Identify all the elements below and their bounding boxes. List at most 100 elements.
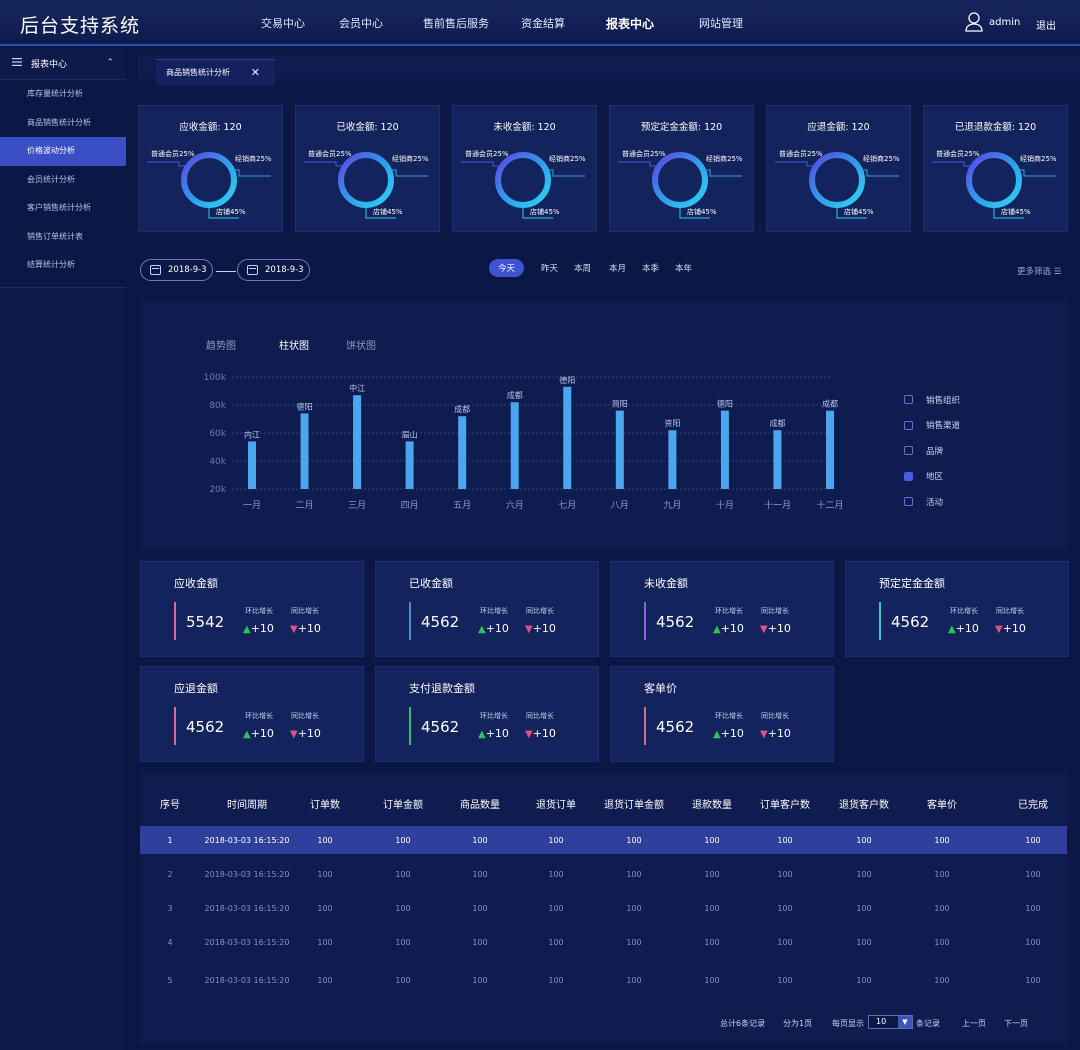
more-filters-button[interactable]: 更多筛选 ☰	[1017, 265, 1061, 277]
period-filter[interactable]: 昨天	[541, 264, 559, 274]
kpi-label-member: 普通会员25%	[936, 150, 980, 158]
tab-sales-analysis[interactable]: 商品销售统计分析 ✕	[156, 59, 275, 85]
table-cell: 100	[704, 870, 720, 879]
table-row[interactable]: 3 2018-03-03 16:15:20 100 100 100 100 100 100 10…	[140, 894, 1067, 922]
leader-line	[702, 169, 742, 177]
table-header-cell: 序号	[160, 800, 180, 811]
leader-line	[836, 206, 867, 219]
leader-line	[859, 169, 899, 177]
table-cell: 100	[626, 870, 642, 879]
chart-tab[interactable]: 柱状图	[279, 341, 309, 352]
yoy-label: 同比增长	[761, 607, 789, 615]
legend-item[interactable]: 品牌	[904, 438, 960, 464]
nav-item[interactable]: 售前售后服务	[423, 17, 489, 30]
stat-card: 支付退款金额 4562 环比增长 同比增长 ▲+10 ▼+10	[375, 666, 599, 762]
checkbox-icon[interactable]	[904, 420, 913, 430]
legend-item[interactable]: 销售渠道	[904, 413, 960, 439]
sidebar-item[interactable]: 库存量统计分析	[27, 89, 83, 98]
bar	[353, 395, 362, 489]
page-count: 分为1页	[783, 1019, 813, 1028]
y-tick-label: 80k	[209, 401, 226, 411]
sidebar-item[interactable]: 客户销售统计分析	[27, 203, 91, 212]
bar	[405, 441, 414, 489]
donut-chart	[618, 152, 742, 219]
sidebar-item[interactable]: 销售订单统计表	[27, 231, 83, 241]
bar-label: 成都	[507, 390, 523, 400]
leader-line	[993, 206, 1024, 219]
table-cell: 100	[704, 938, 720, 947]
x-tick-label: 六月	[506, 499, 524, 511]
mom-change: ▲+10	[948, 622, 979, 635]
stat-accent-bar	[644, 707, 646, 745]
table-row[interactable]: 2 2018-03-03 16:15:20 100 100 100 100 100 100 10…	[140, 860, 1067, 888]
per-page-value: 10	[876, 1017, 887, 1026]
kpi-label-dealer: 经销商25%	[706, 155, 743, 163]
bar	[563, 386, 572, 489]
close-icon[interactable]: ✕	[250, 66, 260, 79]
logout-link[interactable]: 退出	[1036, 21, 1056, 32]
legend-item[interactable]: 销售组织	[904, 387, 960, 413]
table-header-cell: 退货客户数	[839, 800, 889, 811]
nav-item[interactable]: 报表中心	[605, 17, 654, 31]
yoy-change-value: +10	[1002, 622, 1026, 635]
kpi-label-member: 普通会员25%	[622, 150, 666, 158]
user-menu[interactable]: admin	[965, 12, 1020, 32]
legend-item[interactable]: 活动	[904, 489, 960, 515]
period-filter[interactable]: 本月	[609, 264, 627, 274]
per-page-select[interactable]: 10 ▼	[868, 1015, 913, 1029]
stat-title: 已收金额	[409, 577, 453, 590]
mom-label: 环比增长	[245, 607, 273, 615]
donut-ring	[338, 152, 394, 208]
period-filter[interactable]: 本年	[675, 264, 693, 274]
mom-change-value: +10	[720, 727, 744, 740]
sidebar-item[interactable]: 会员统计分析	[27, 174, 75, 184]
period-filter[interactable]: 今天	[489, 259, 525, 277]
sidebar-item[interactable]: 商品销售统计分析	[27, 117, 91, 127]
leader-line	[304, 161, 344, 167]
table-row[interactable]: 5 2018-03-03 16:15:20 100 100 100 100 100 100 10…	[140, 966, 1067, 994]
kpi-title: 应退金额: 120	[807, 122, 870, 133]
checkbox-icon[interactable]	[904, 471, 913, 481]
kpi-label-dealer: 经销商25%	[549, 155, 586, 163]
bar	[720, 410, 729, 489]
next-page-button[interactable]: 下一页	[1004, 1019, 1028, 1028]
more-filters-label: 更多筛选	[1017, 267, 1052, 277]
table-cell: 100	[395, 976, 411, 985]
nav-item[interactable]: 网站管理	[699, 17, 743, 30]
mom-change: ▲+10	[713, 727, 744, 740]
table-row[interactable]: 1 2018-03-03 16:15:20 100 100 100 100 100 100 10…	[140, 826, 1067, 854]
table-cell: 100	[317, 976, 333, 985]
leader-line	[461, 161, 501, 167]
table-cell: 1	[167, 836, 173, 845]
legend-item[interactable]: 地区	[904, 464, 960, 490]
donut-chart	[775, 152, 899, 219]
date-end-picker[interactable]: 2018-9-3	[237, 259, 310, 281]
nav-item[interactable]: 交易中心	[261, 17, 305, 30]
prev-page-button[interactable]: 上一页	[962, 1019, 986, 1028]
user-icon	[965, 12, 983, 32]
sidebar-item[interactable]: 结算统计分析	[27, 260, 75, 269]
date-start-picker[interactable]: 2018-9-3	[140, 259, 213, 281]
chart-tab[interactable]: 饼状图	[346, 341, 376, 352]
sidebar-heading[interactable]: 报表中心 ⌃	[0, 48, 126, 80]
x-tick-label: 十一月	[764, 499, 791, 511]
checkbox-icon[interactable]	[904, 497, 913, 507]
sidebar-item[interactable]: 价格波动分析	[0, 137, 126, 166]
yoy-change-value: +10	[767, 727, 791, 740]
chart-tab[interactable]: 趋势图	[206, 341, 236, 352]
nav-item[interactable]: 资金结算	[521, 17, 565, 30]
period-filter[interactable]: 本季	[642, 264, 660, 274]
table-cell: 100	[472, 836, 488, 845]
tab-bar: 商品销售统计分析 ✕	[138, 55, 1080, 85]
arrow-up-icon: ▲	[948, 624, 956, 635]
date-range-separator	[216, 271, 236, 272]
y-tick-label: 40k	[209, 457, 226, 467]
nav-item[interactable]: 会员中心	[339, 17, 383, 30]
arrow-down-icon: ▼	[525, 624, 533, 635]
period-filter[interactable]: 本周	[574, 264, 592, 274]
table-cell: 100	[856, 904, 872, 913]
bar-label: 眉山	[402, 429, 418, 439]
checkbox-icon[interactable]	[904, 446, 913, 456]
table-row[interactable]: 4 2018-03-03 16:15:20 100 100 100 100 100 100 10…	[140, 928, 1067, 956]
checkbox-icon[interactable]	[904, 395, 913, 405]
